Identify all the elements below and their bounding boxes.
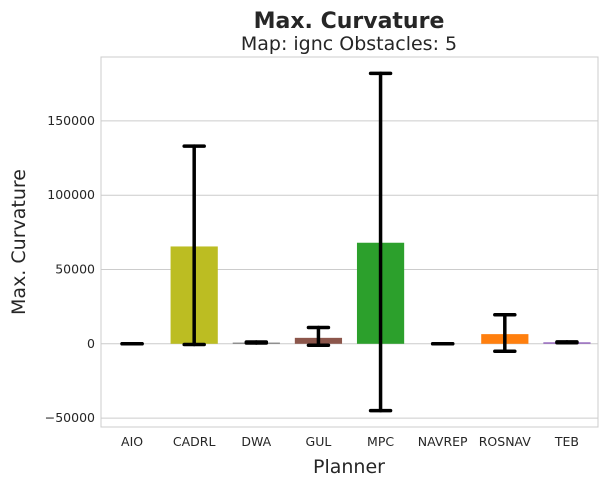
x-tick-label: DWA [241, 434, 271, 449]
x-axis-label: Planner [313, 456, 385, 478]
y-tick-label: 150000 [47, 113, 95, 128]
x-tick-label: NAVREP [418, 434, 468, 449]
x-tick-label: TEB [554, 434, 579, 449]
x-tick-label: ROSNAV [479, 434, 532, 449]
errors-layer [120, 71, 579, 413]
chart-subtitle: Map: ignc Obstacles: 5 [241, 33, 457, 55]
plot-frame [100, 56, 599, 428]
x-tick-labels: AIO CADRL DWA GUL MPC NAVREP ROSNAV TEB [121, 434, 579, 449]
x-tick-label: MPC [367, 434, 394, 449]
x-tick-label: GUL [306, 434, 332, 449]
x-tick-label: AIO [121, 434, 143, 449]
y-tick-label: 50000 [55, 261, 95, 276]
y-tick-label: −50000 [45, 410, 95, 425]
y-tick-labels: −50000 0 50000 100000 150000 [45, 113, 95, 425]
y-tick-label: 100000 [47, 187, 95, 202]
y-tick-label: 0 [87, 336, 95, 351]
y-axis-label: Max. Curvature [8, 169, 30, 315]
chart-title: Max. Curvature [254, 9, 445, 34]
x-tick-label: CADRL [173, 434, 216, 449]
